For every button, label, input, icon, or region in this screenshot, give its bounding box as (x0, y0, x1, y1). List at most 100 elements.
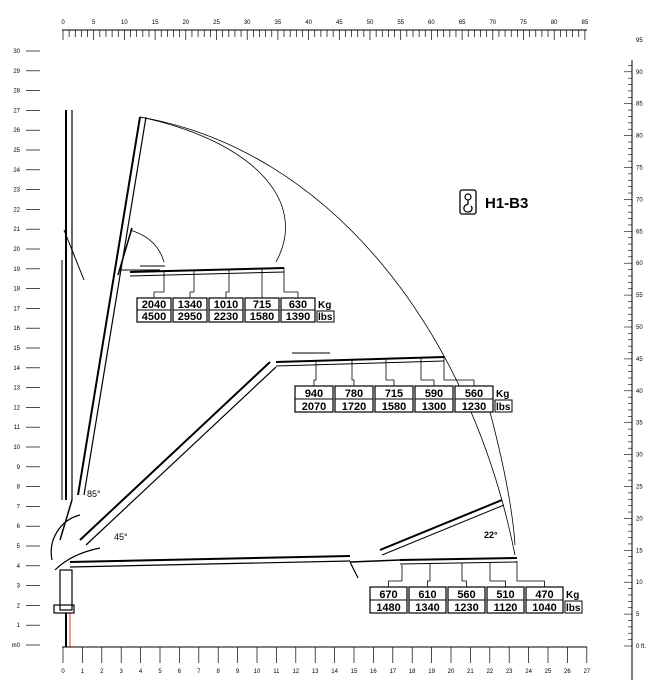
left-tick-label: 27 (13, 108, 20, 114)
bottom-tick-label: 25 (545, 669, 552, 675)
angle-label-85: 85° (87, 489, 101, 499)
right-tick-label: 10 (636, 580, 643, 586)
bottom-tick-label: 14 (331, 669, 338, 675)
top-tick-label: 45 (336, 20, 343, 26)
bottom-tick-label: 12 (292, 669, 299, 675)
right-tick-label: 20 (636, 516, 643, 522)
left-tick-label: 26 (13, 128, 20, 134)
right-tick-label: 40 (636, 389, 643, 395)
left-tick-label: m0 (12, 643, 21, 649)
top-tick-label: 15 (152, 20, 159, 26)
left-tick-label: 19 (13, 267, 20, 273)
top-ft-scale: 0 5 10 15 20 25 30 35 40 45 50 55 60 65 70 75 80 85 (61, 20, 589, 40)
top-tick-label: 60 (428, 20, 435, 26)
load-lbs-value: 1580 (382, 401, 406, 413)
kg-unit-label: Kg (496, 389, 509, 400)
boom-85deg (59, 110, 85, 541)
left-tick-label: 28 (13, 89, 20, 95)
right-tick-label: 90 (636, 70, 643, 76)
right-tick-label: 65 (636, 229, 643, 235)
boom-upper (77, 116, 160, 496)
right-tick-label: 15 (636, 548, 643, 554)
load-kg-value: 2040 (142, 299, 166, 311)
angle-label-45: 45° (114, 532, 128, 542)
top-tick-label: 20 (182, 20, 189, 26)
small-reach-arc (129, 229, 165, 263)
lbs-unit-label: lbs (496, 402, 511, 413)
top-tick-label: 35 (275, 20, 282, 26)
top-tick-label: 70 (489, 20, 496, 26)
load-kg-value: 780 (345, 388, 363, 400)
crane-base (50, 514, 101, 647)
left-tick-label: 2 (17, 603, 21, 609)
left-tick-label: 12 (13, 405, 20, 411)
lbs-unit-label: lbs (566, 603, 581, 614)
bottom-tick-label: 26 (564, 669, 571, 675)
left-tick-label: 1 (17, 623, 21, 629)
bottom-tick-label: 19 (428, 669, 435, 675)
bottom-tick-label: 5 (158, 669, 162, 675)
lbs-unit-label: lbs (318, 312, 333, 323)
right-tick-label: 25 (636, 485, 643, 491)
left-tick-label: 9 (17, 465, 21, 471)
left-tick-label: 7 (17, 504, 21, 510)
right-tick-label: 5 (636, 612, 640, 618)
top-tick-label: 25 (213, 20, 220, 26)
bottom-tick-label: 27 (583, 669, 590, 675)
left-tick-label: 10 (13, 445, 20, 451)
load-lbs-value: 1480 (376, 602, 400, 614)
left-tick-label: 13 (13, 386, 20, 392)
top-tick-label: 0 (61, 20, 65, 26)
bottom-tick-label: 7 (197, 669, 201, 675)
right-tick-label: 85 (636, 102, 643, 108)
top-tick-label: 30 (244, 20, 251, 26)
boom-horizontal (69, 555, 518, 568)
load-lbs-value: 2070 (302, 401, 326, 413)
left-tick-label: 29 (13, 69, 20, 75)
left-tick-label: 4 (17, 564, 21, 570)
left-tick-label: 24 (13, 168, 20, 174)
bottom-tick-label: 23 (506, 669, 513, 675)
bottom-tick-label: 15 (351, 669, 358, 675)
load-lbs-value: 1230 (454, 602, 478, 614)
top-tick-label: 75 (520, 20, 527, 26)
bottom-tick-label: 20 (448, 669, 455, 675)
bottom-tick-label: 4 (139, 669, 143, 675)
load-kg-value: 1010 (214, 299, 238, 311)
load-kg-value: 560 (465, 388, 483, 400)
load-kg-value: 670 (379, 589, 397, 601)
bottom-tick-label: 1 (81, 669, 85, 675)
model-title: H1-B3 (485, 195, 528, 212)
angle-label-22: 22° (484, 530, 498, 540)
left-tick-label: 18 (13, 287, 20, 293)
load-lbs-value: 1120 (494, 602, 518, 614)
load-kg-value: 590 (425, 388, 443, 400)
top-tick-label: 10 (121, 20, 128, 26)
left-tick-label: 20 (13, 247, 20, 253)
right-ft-scale: 0 ft. 5 10 15 20 25 30 35 40 45 50 55 60 65 70 75 80 85 90… (624, 38, 646, 680)
left-tick-label: 5 (17, 544, 21, 550)
boom-19m-extension (129, 265, 285, 277)
bottom-tick-label: 24 (525, 669, 532, 675)
bottom-tick-label: 11 (273, 669, 280, 675)
bottom-tick-label: 10 (254, 669, 261, 675)
load-kg-value: 940 (305, 388, 323, 400)
load-kg-value: 630 (289, 299, 307, 311)
bottom-tick-label: 6 (178, 669, 182, 675)
bottom-tick-label: 17 (389, 669, 396, 675)
left-tick-label: 17 (13, 306, 20, 312)
bottom-tick-label: 22 (486, 669, 493, 675)
load-kg-value: 715 (385, 388, 403, 400)
left-m-scale: m012345678910111213141516171819202122232… (12, 49, 40, 649)
load-pointer-lines (153, 268, 545, 587)
top-tick-label: 50 (367, 20, 374, 26)
model-badge: H1-B3 (459, 189, 528, 215)
top-tick-label: 85 (582, 20, 589, 26)
bottom-tick-label: 21 (467, 669, 474, 675)
left-tick-label: 3 (17, 584, 21, 590)
load-lbs-value: 1300 (422, 401, 446, 413)
right-tick-label: 30 (636, 453, 643, 459)
left-tick-label: 14 (13, 366, 20, 372)
jib-reach-line (489, 411, 516, 546)
